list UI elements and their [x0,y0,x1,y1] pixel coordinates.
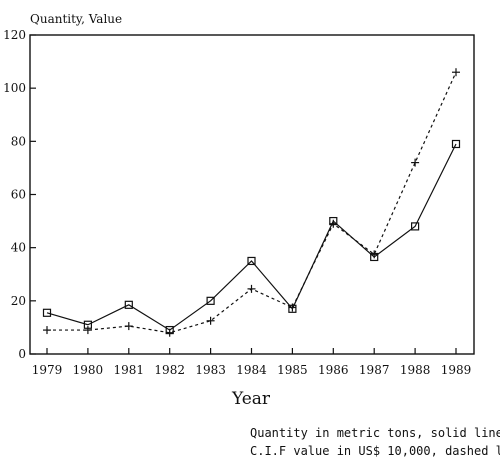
y-tick-label: 0 [18,347,26,361]
series-1-point [83,326,92,335]
legend-entry-value: C.I.F value in US$ 10,000, dashed line [250,444,500,458]
y-tick-label: 60 [11,188,26,202]
series-0-point [124,300,133,309]
x-tick-label: 1980 [73,363,104,377]
x-tick-label: 1981 [114,363,145,377]
series-1-point [329,219,338,228]
x-tick-label: 1986 [318,363,349,377]
x-tick-label: 1982 [154,363,185,377]
series-0-point [411,222,420,231]
series-0-point [247,256,256,266]
series-1-point [206,316,215,325]
plot-area: 0 20 40 60 80 100 120 1979 1980 1981 1982 1983 1984 1… [3,28,475,377]
y-tick-label: 120 [3,28,26,42]
x-tick-label: 1983 [195,363,226,377]
x-tick-label: 1979 [32,363,63,377]
y-tick-label: 100 [3,81,26,95]
series-line-1 [47,71,457,334]
plot-frame [29,34,475,355]
series-1-point [124,322,133,331]
series-0-point [42,308,52,317]
y-axis-label: Quantity, Value [30,12,122,26]
x-axis-label: Year [231,389,271,409]
x-tick-label: 1984 [236,363,267,377]
series-1-point [370,250,379,259]
x-tick-label: 1985 [277,363,308,377]
x-tick-label: 1988 [400,363,431,377]
x-tick-label: 1989 [441,363,472,377]
series-line-0 [46,143,457,331]
legend-entry-quantity: Quantity in metric tons, solid line [250,426,500,440]
series-1-point [452,68,460,77]
y-tick-label: 40 [11,241,26,255]
series-0-point [206,296,215,305]
series-1-point [247,284,256,293]
series-0-point [451,139,461,149]
series-1-point [411,158,420,167]
series-1-point [43,326,51,335]
x-tick-label: 1987 [359,363,390,377]
y-tick-label: 20 [11,294,26,308]
series-1-point [165,328,174,337]
series-1-point [288,303,297,312]
y-tick-label: 80 [11,134,26,148]
